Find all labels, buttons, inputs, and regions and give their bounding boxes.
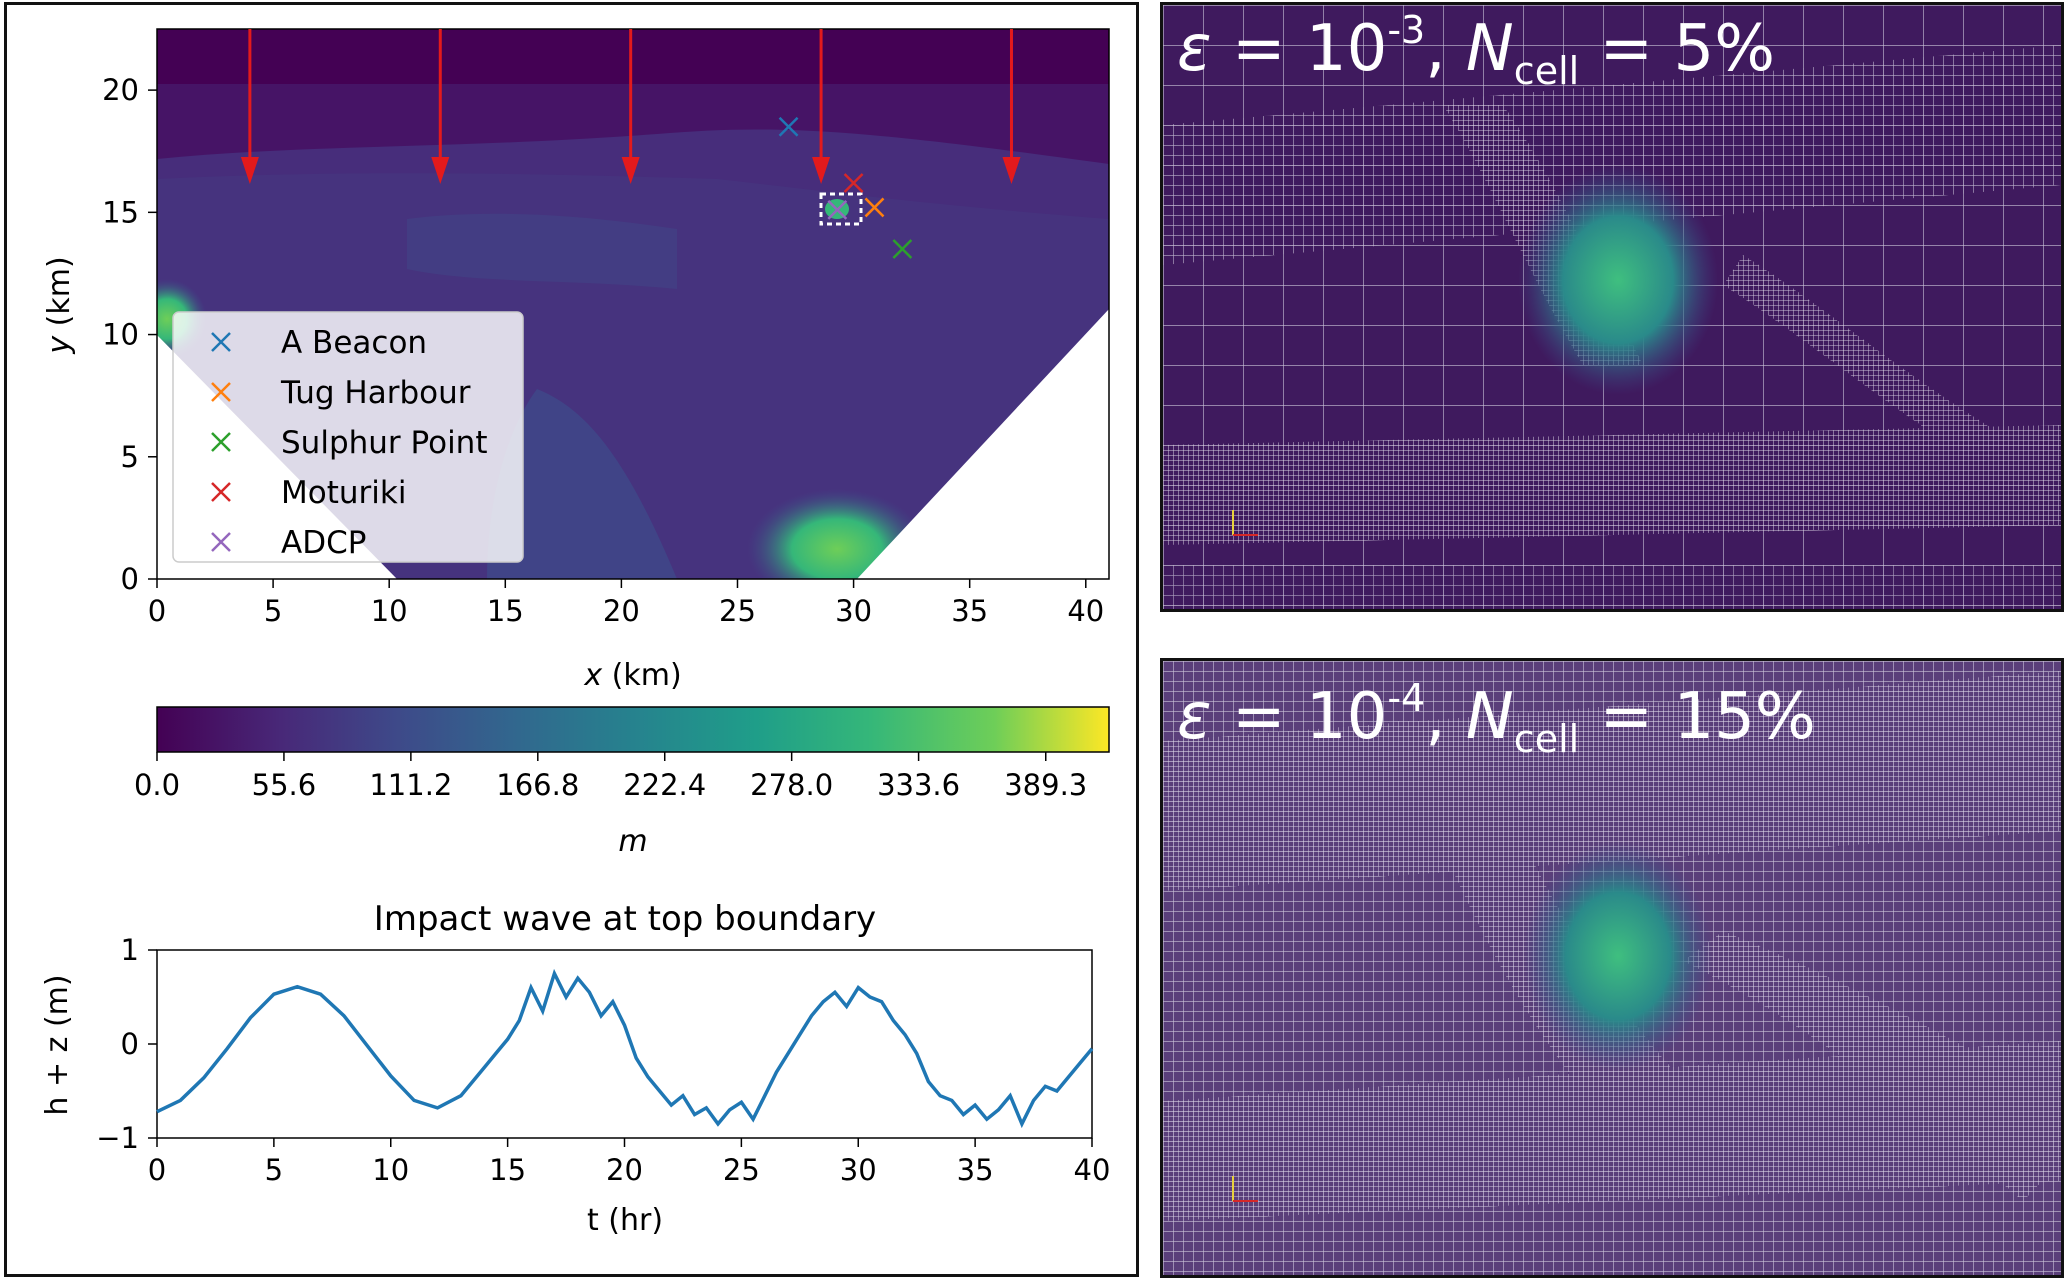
mesh-bottom-image [1163, 661, 2061, 1275]
map-y-tick-label: 20 [102, 73, 139, 107]
map-x-ticks: 0 5 10 15 20 25 30 35 40 [148, 579, 1104, 628]
mesh-top-label: ε = 10-3, Ncell = 5% [1177, 8, 1776, 93]
mesh-bottom-island [1523, 841, 1713, 1071]
map-y-tick-label: 0 [121, 562, 139, 596]
wave-arrows [240, 29, 1021, 184]
map-y-tick-label: 15 [102, 195, 139, 229]
map-x-tick-label: 30 [835, 594, 872, 628]
map-x-tick-label: 10 [371, 594, 408, 628]
legend-marker [211, 382, 231, 402]
wave-arrow-head [240, 157, 259, 184]
wave-x-tick-label: 20 [606, 1153, 643, 1187]
station-markers [778, 116, 913, 259]
colorbar-label: m [618, 824, 647, 859]
map-x-tick-label: 40 [1067, 594, 1104, 628]
mesh-bottom-band-1 [1163, 671, 2061, 891]
mesh-panel-bottom: ε = 10-4, Ncell = 15% [1160, 658, 2064, 1278]
colorbar-tick-label: 222.4 [623, 768, 706, 802]
station-marker [864, 197, 885, 218]
map-x-tick-label: 20 [603, 594, 640, 628]
wave-chart-frame [156, 949, 1093, 1139]
wave-arrow-head [431, 157, 450, 184]
station-marker [892, 239, 913, 259]
wave-y-ticks: 1 0 −1 [96, 933, 157, 1155]
mesh-bottom-channel [1683, 931, 2061, 1201]
map-y-tick-label: 10 [102, 318, 139, 352]
station-marker [778, 116, 799, 137]
map-frame [156, 28, 1110, 580]
map-x-tick-label: 15 [487, 594, 524, 628]
bathymetry-map: 0 5 10 15 20 25 30 35 40 0 5 10 15 20 A Beacon Tug Ha… [102, 28, 1110, 628]
wave-y-tick-label: 0 [121, 1027, 139, 1061]
wave-chart: 0 5 10 15 20 25 30 35 40 10−1 [96, 933, 1110, 1187]
map-legend: A Beacon Tug Harbour Sulphur Point Moturiki… [172, 311, 524, 563]
wave-arrow-head [621, 157, 640, 184]
wave-x-ticks: 0 5 10 15 20 25 30 35 40 [148, 1138, 1111, 1187]
mesh-top-channel [1723, 255, 2003, 465]
map-x-tick-label: 25 [719, 594, 756, 628]
legend-label: ADCP [281, 525, 366, 561]
wave-x-tick-label: 35 [957, 1153, 994, 1187]
colorbar-tick-label: 389.3 [1004, 768, 1087, 802]
wave-x-tick-label: 30 [840, 1153, 877, 1187]
wave-y-axis-label: h + z (m) [40, 974, 75, 1115]
wave-arrow-head [812, 157, 831, 184]
map-y-axis-label: y (km) [42, 256, 77, 354]
colorbar-tick-label: 278.0 [750, 768, 833, 802]
map-y-tick-label: 5 [121, 440, 139, 474]
map-x-axis-label: x (km) [583, 658, 681, 693]
station-marker [827, 200, 848, 220]
legend-marker [211, 482, 231, 502]
wave-x-tick-label: 15 [489, 1153, 526, 1187]
mesh-top-image [1163, 5, 2061, 609]
mesh-top-band-2 [1163, 425, 2061, 545]
wave-x-tick-label: 5 [265, 1153, 283, 1187]
legend-marker [211, 432, 231, 452]
colorbar: 0.0 55.6 111.2 166.8 222.4 278.0 333.6 389.3 [134, 706, 1110, 802]
map-x-tick-label: 0 [148, 594, 166, 628]
wave-y-tick-label: −1 [96, 1121, 139, 1155]
legend-label: Moturiki [281, 475, 406, 511]
wave-x-tick-label: 0 [148, 1153, 166, 1187]
colorbar-tick-label: 166.8 [496, 768, 579, 802]
mesh-top-bottom-band [1163, 565, 2061, 609]
wave-x-axis-label: t (hr) [587, 1203, 663, 1238]
map-x-tick-label: 35 [951, 594, 988, 628]
legend-label: Sulphur Point [281, 425, 487, 461]
colorbar-tick-label: 333.6 [877, 768, 960, 802]
mesh-top-island [1518, 165, 1718, 395]
legend-marker [211, 532, 231, 552]
colorbar-tick-label: 0.0 [134, 768, 180, 802]
colorbar-gradient [156, 706, 1110, 753]
legend-label: Tug Harbour [280, 375, 471, 411]
station-marker [843, 173, 864, 193]
wave-chart-title: Impact wave at top boundary [374, 899, 876, 939]
legend-box [172, 311, 524, 563]
colorbar-ticks: 0.0 55.6 111.2 166.8 222.4 278.0 333.6 389.3 [134, 752, 1087, 802]
wave-series-line [156, 968, 1094, 1129]
map-nodata-right [857, 309, 1109, 579]
mesh-top-band-1 [1163, 45, 2061, 265]
colorbar-tick-label: 111.2 [369, 768, 452, 802]
map-shoal [407, 213, 677, 289]
map-y-ticks: 0 5 10 15 20 [102, 73, 157, 596]
wave-x-tick-label: 25 [723, 1153, 760, 1187]
wave-y-tick-label: 1 [121, 933, 139, 967]
mesh-bottom-label: ε = 10-4, Ncell = 15% [1177, 676, 1816, 761]
mesh-bottom-band-2 [1163, 1041, 2061, 1221]
legend-marker [211, 332, 231, 352]
colorbar-tick-label: 55.6 [252, 768, 317, 802]
map-x-tick-label: 5 [264, 594, 282, 628]
legend-label: A Beacon [281, 325, 427, 361]
mesh-panel-top: ε = 10-3, Ncell = 5% [1160, 2, 2064, 612]
wave-arrow-head [1002, 157, 1021, 184]
map-hills [487, 389, 677, 579]
adcp-highlight-box [819, 192, 863, 226]
left-panel: 0 5 10 15 20 25 30 35 40 0 5 10 15 20 A Beacon Tug Ha… [4, 2, 1139, 1277]
wave-x-tick-label: 10 [372, 1153, 409, 1187]
wave-x-tick-label: 40 [1074, 1153, 1111, 1187]
